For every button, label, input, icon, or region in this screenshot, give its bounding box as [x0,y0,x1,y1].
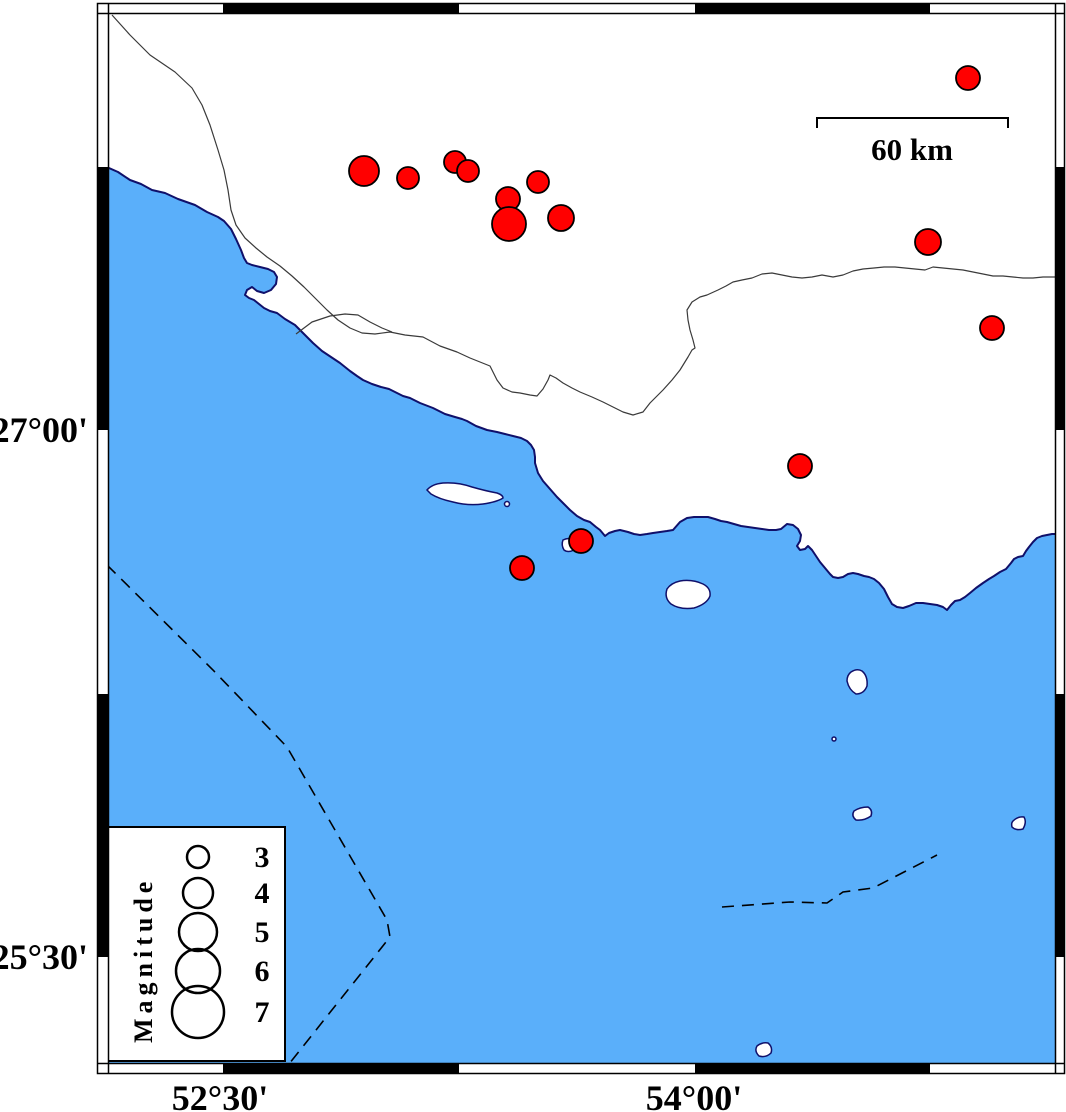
scale-bar: 60 km [816,117,1009,167]
legend-title: Magnitude [129,877,158,1043]
magnitude-legend: Magnitude 34 5 6 7 [109,826,286,1062]
axis-annotations: 27°00' 25°30' 52°30' 54°00' [0,410,742,1112]
frame-segment [695,1064,930,1074]
earthquake-marker [914,228,942,256]
islet-ne [831,736,837,742]
legend-circle-mag-3 [185,844,211,870]
frame-segment [223,4,459,14]
earthquake-marker [547,204,575,232]
boundary-line-branch [295,313,393,335]
legend-value-mag-4: 4 [255,877,270,910]
earthquake-marker [526,170,550,194]
island-far-east [1010,816,1027,831]
scale-bar-label: 60 km [871,132,953,167]
legend-circle-mag-6 [174,947,222,995]
boundary-line-main [111,14,1055,416]
frame-segment [1055,694,1065,957]
legend-value-mag-5: 5 [255,916,270,949]
earthquake-marker [979,315,1005,341]
legend-circle-mag-7 [170,984,226,1040]
lat-label-27-00: 27°00' [0,410,88,450]
maritime-boundary-east [721,854,938,908]
legend-value-mag-7: 7 [255,996,270,1029]
island-central [665,579,711,610]
legend-circle-mag-5 [177,911,219,953]
earthquake-marker [787,453,813,479]
scale-bar-bracket [816,117,1009,128]
sea-area [109,168,1055,1064]
earthquake-marker [509,555,535,581]
island-south [755,1042,773,1058]
political-boundaries [111,14,1055,416]
frame-outer-rect [96,2,1066,1075]
earthquake-marker [456,159,480,183]
frame-segment [1055,167,1065,430]
legend-value-mag-6: 6 [255,955,270,988]
frame-segment [98,167,109,430]
legend-value-mag-3: 3 [255,841,270,874]
lon-label-54-00: 54°00' [646,1078,742,1112]
frame-segment [98,694,109,957]
legend-box [109,826,286,1062]
island-ne-teardrop [846,668,868,695]
legend-symbols: 34 5 6 7 [170,841,270,1040]
lat-label-25-30: 25°30' [0,937,88,977]
island-east-small [852,806,873,821]
maritime-boundaries [109,565,938,1064]
lon-label-52-30: 52°30' [172,1078,268,1112]
earthquake-marker [396,166,420,190]
legend-circle-mag-4 [181,876,215,910]
earthquake-marker [491,206,527,242]
islet-west [503,500,511,508]
coastline [109,167,1055,611]
earthquake-marker [568,528,594,554]
maritime-boundary-west [109,565,391,1064]
frame-segment [223,1064,459,1074]
earthquake-marker [348,155,380,187]
earthquake-marker [955,65,981,91]
map-frame [96,2,1066,1075]
frame-segment [695,4,930,14]
island-elongated-west [425,482,504,506]
map-canvas: 60 km Magnitude 34 5 6 7 [109,14,1055,1064]
earthquake-markers [348,65,1005,581]
